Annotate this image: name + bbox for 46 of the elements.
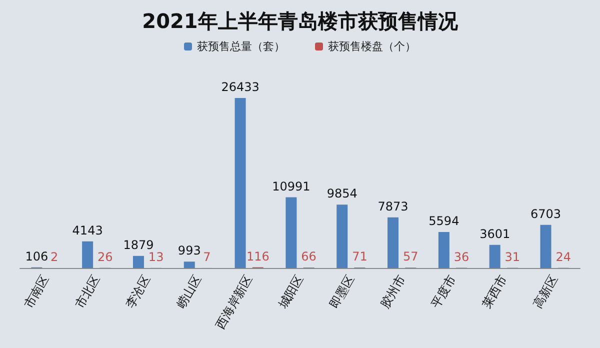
legend-label: 获预售楼盘（个） [328, 40, 416, 53]
data-label: 3601 [480, 226, 510, 241]
legend-label: 获预售总量（套） [197, 40, 285, 53]
x-tick-label: 高新区 [530, 272, 561, 311]
data-label: 36 [454, 250, 470, 264]
x-tick-label: 平度市 [428, 272, 459, 311]
data-label: 24 [556, 250, 571, 264]
data-label: 10991 [272, 179, 310, 194]
x-tick-label: 城阳区 [275, 272, 306, 312]
data-label: 7873 [378, 199, 408, 214]
data-label: 66 [301, 250, 316, 264]
data-label: 57 [402, 250, 418, 264]
bar [540, 224, 552, 268]
data-label: 13 [148, 250, 164, 264]
data-label: 993 [178, 244, 201, 258]
bar [336, 204, 348, 268]
data-label: 26 [98, 250, 113, 264]
x-tick-label: 即墨区 [326, 272, 357, 311]
bar [132, 256, 144, 268]
data-label: 116 [246, 249, 270, 264]
data-label: 31 [504, 250, 520, 264]
data-label: 7 [203, 250, 211, 264]
x-tick-label: 李沧区 [123, 272, 154, 311]
bar [388, 217, 399, 268]
bar [234, 98, 246, 268]
data-label: 106 [25, 249, 48, 264]
data-label: 71 [352, 250, 368, 264]
data-label: 2 [50, 250, 58, 264]
data-label: 4143 [72, 223, 103, 238]
x-tick-label: 市南区 [21, 272, 52, 311]
data-label: 5594 [428, 214, 460, 228]
data-label: 6703 [530, 206, 562, 221]
bar [82, 241, 94, 268]
x-tick-label: 胶州市 [378, 272, 408, 311]
data-label: 1879 [123, 238, 154, 252]
bar [489, 244, 500, 268]
bar [286, 197, 297, 268]
data-label: 9854 [326, 186, 358, 201]
bar [438, 232, 450, 268]
data-label: 26433 [221, 80, 260, 94]
x-tick-label: 市北区 [72, 272, 102, 311]
x-tick-label: 西海岸新区 [213, 272, 256, 332]
chart-title: 2021年上半年青岛楼市获预售情况 [142, 9, 459, 33]
x-tick-label: 莱西市 [480, 272, 510, 311]
bar [184, 262, 195, 268]
x-tick-label: 崂山区 [174, 272, 204, 311]
